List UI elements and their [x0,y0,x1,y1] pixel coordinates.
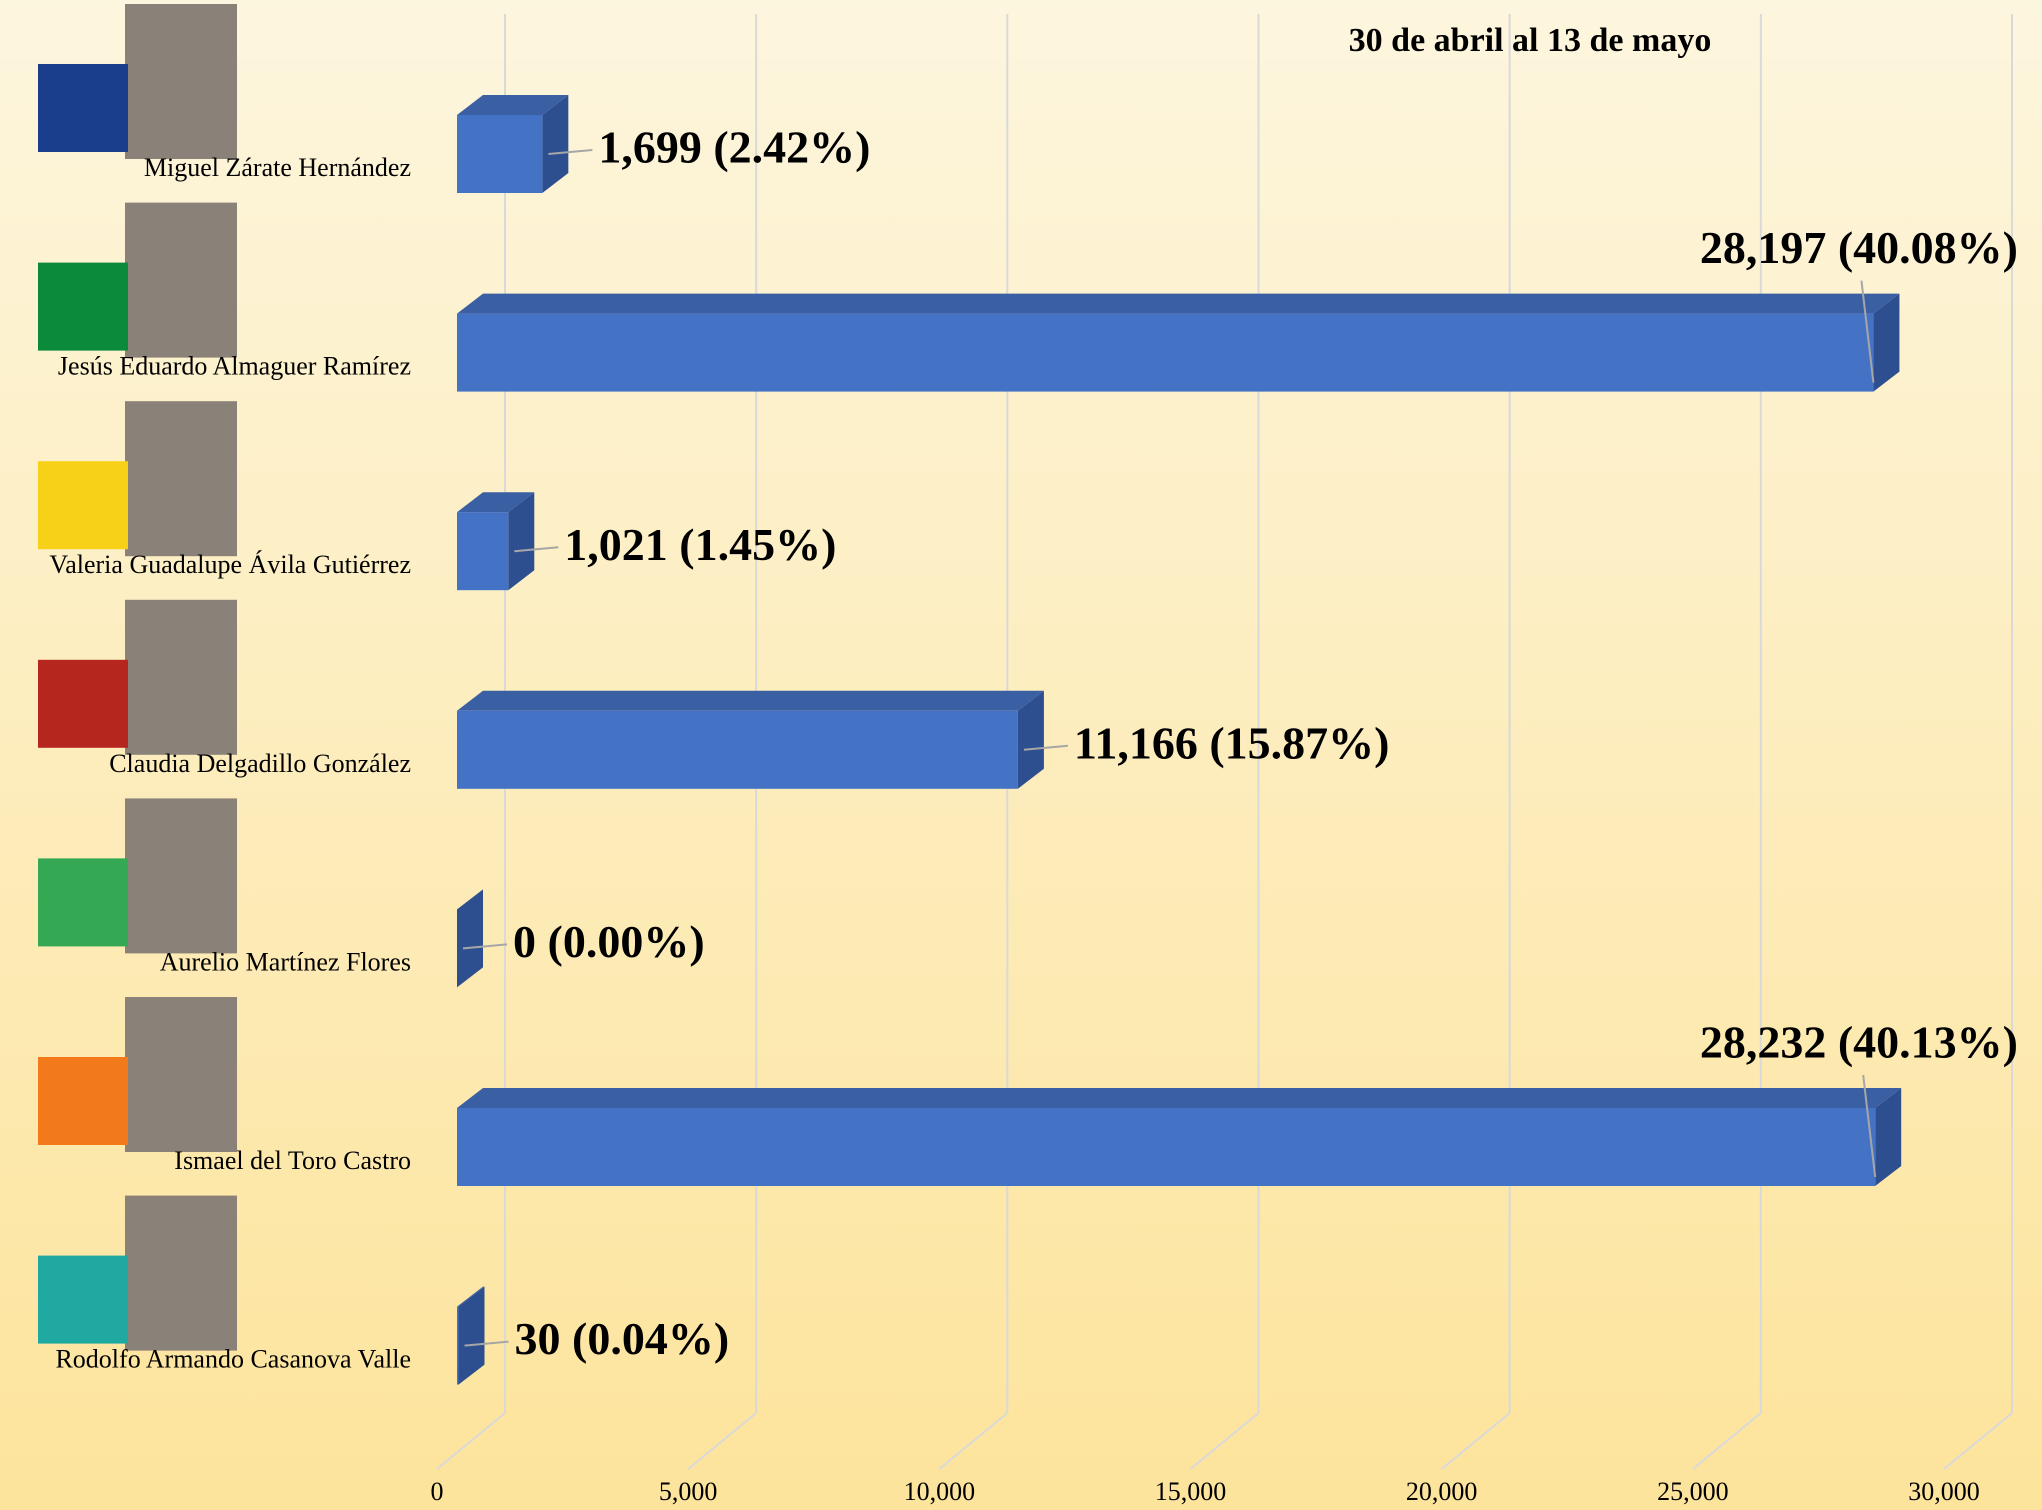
x-tick-label: 15,000 [1155,1477,1227,1506]
candidate-photo [125,4,237,159]
bar [457,710,1018,789]
party-logo [38,262,128,351]
party-logo [38,858,128,947]
data-label: 1,699 (2.42%) [598,122,870,173]
floor-line [938,1412,1008,1470]
leader-line [462,943,508,950]
bar [457,1306,459,1385]
bar-top [457,1286,485,1307]
data-label: 1,021 (1.45%) [564,519,836,570]
bar-side [458,1286,485,1385]
bar [457,1108,1876,1186]
leader-line [548,149,593,155]
floor-line [1441,1412,1511,1470]
leader-line [1860,280,1875,383]
party-logo [38,659,128,748]
bar-top [457,690,1044,711]
data-label: 0 (0.00%) [513,916,705,967]
data-label: 28,232 (40.13%) [1700,1017,2018,1068]
bar-top [457,95,569,115]
bar-top [457,1088,1902,1108]
candidate-name: Miguel Zárate Hernández [144,153,411,182]
candidate-photo [125,202,237,358]
party-logo [38,461,128,550]
bar [457,512,509,591]
x-tick-label: 20,000 [1406,1477,1478,1506]
bar [457,115,543,193]
leader-line [1023,744,1068,751]
candidate-name: Rodolfo Armando Casanova Valle [55,1345,411,1374]
x-tick-label: 25,000 [1657,1477,1729,1506]
data-label: 11,166 (15.87%) [1074,717,1390,768]
floor-line [687,1412,757,1470]
chart-subtitle: 30 de abril al 13 de mayo [1349,22,1712,59]
bar-side [508,492,535,591]
candidate-name: Jesús Eduardo Almaguer Ramírez [58,352,411,381]
bar [457,313,1874,392]
leader-line [1862,1074,1877,1178]
leader-line [464,1340,509,1347]
candidate-photo [125,1195,237,1351]
bar-side [1873,293,1900,392]
candidate-name: Ismael del Toro Castro [174,1146,411,1175]
bar-side [542,95,569,193]
candidate-photo [125,401,237,557]
candidate-name: Aurelio Martínez Flores [160,947,411,976]
x-tick-label: 30,000 [1908,1477,1980,1506]
party-logo [38,64,128,152]
candidate-photo [125,599,237,755]
bar-side [1017,690,1044,789]
x-tick-label: 0 [431,1477,444,1506]
floor-line [1692,1412,1762,1470]
bar-side [457,889,483,988]
party-logo [38,1057,128,1145]
leader-line [514,546,559,553]
candidate-photo [125,798,237,954]
bar-top [457,293,1900,314]
candidate-photo [125,997,237,1152]
data-label: 28,197 (40.08%) [1700,222,2018,273]
bar-top [457,492,535,513]
floor-line [436,1412,506,1470]
data-label: 30 (0.04%) [515,1313,730,1364]
candidate-name: Claudia Delgadillo González [109,749,411,778]
party-logo [38,1255,128,1344]
x-tick-label: 5,000 [659,1477,718,1506]
candidate-name: Valeria Guadalupe Ávila Gutiérrez [49,550,411,579]
x-tick-label: 10,000 [904,1477,976,1506]
bar-side [1875,1088,1902,1186]
floor-line [1943,1412,2013,1470]
floor-line [1189,1412,1260,1470]
